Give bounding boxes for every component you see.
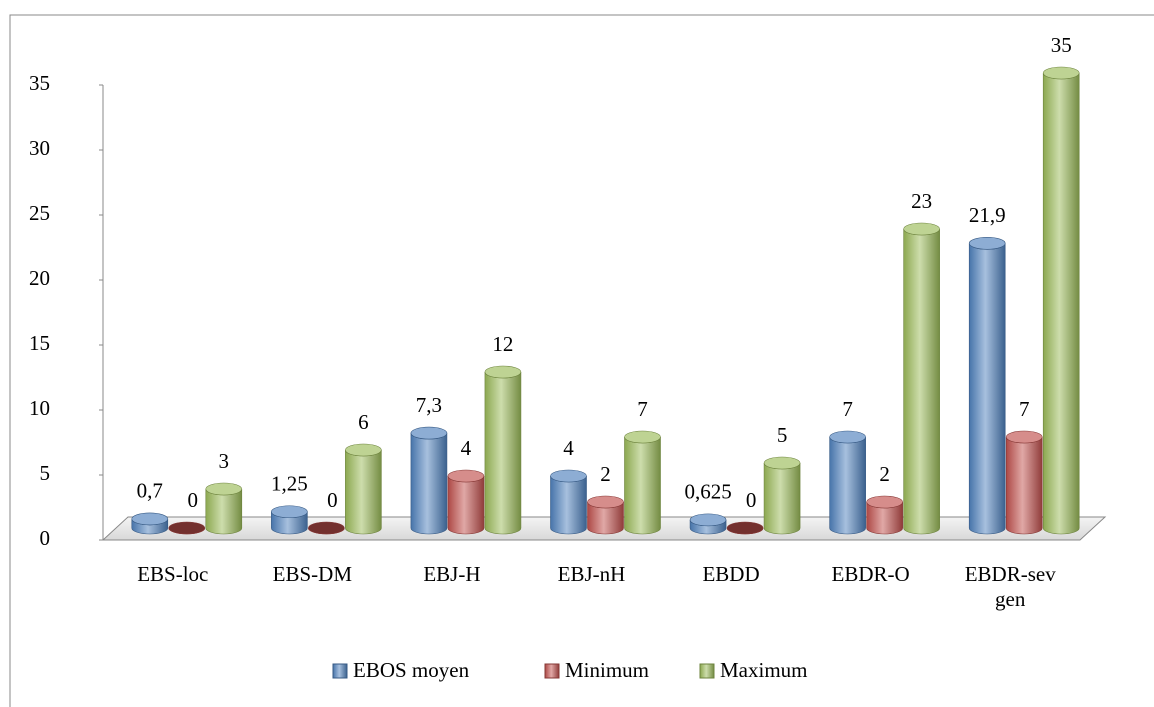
y-tick-label: 35 xyxy=(29,71,50,95)
bar-top xyxy=(968,237,1006,250)
x-tick-label: EBJ-nH xyxy=(557,562,626,586)
bar-top xyxy=(550,469,587,483)
data-label: 7 xyxy=(1019,397,1030,421)
bar xyxy=(903,228,940,535)
bar xyxy=(1005,436,1043,535)
bar xyxy=(1042,72,1080,535)
bar-top xyxy=(1042,66,1080,80)
bar-top xyxy=(205,482,243,496)
data-label: 1,25 xyxy=(271,472,308,496)
bar-top xyxy=(1005,430,1043,444)
bar-top xyxy=(168,521,206,535)
legend-label: Maximum xyxy=(720,658,808,682)
data-label: 7,3 xyxy=(416,393,442,417)
bar xyxy=(205,488,243,535)
data-label: 7 xyxy=(842,397,853,421)
legend-swatch xyxy=(332,663,348,679)
bar xyxy=(550,475,587,535)
data-label: 6 xyxy=(358,410,369,434)
bar-top xyxy=(484,365,522,379)
x-tick-label: EBDR-sev gen xyxy=(964,562,1056,611)
data-label: 0,625 xyxy=(684,480,731,504)
bar-top xyxy=(866,495,903,509)
x-tick-label: EBS-DM xyxy=(272,562,353,586)
y-tick-label: 30 xyxy=(29,136,50,160)
bar-top xyxy=(308,521,345,535)
bar xyxy=(345,449,382,535)
data-label: 4 xyxy=(563,436,574,460)
bar xyxy=(763,462,801,535)
bar xyxy=(829,436,866,535)
data-label: 0,7 xyxy=(137,479,163,503)
legend-swatch xyxy=(544,663,560,679)
y-tick-label: 20 xyxy=(29,266,50,290)
data-label: 35 xyxy=(1051,33,1072,57)
data-label: 0 xyxy=(327,488,338,512)
bar-top xyxy=(410,426,448,440)
bar-top xyxy=(689,513,727,527)
y-tick-label: 10 xyxy=(29,396,50,420)
bar-top xyxy=(131,512,169,526)
data-label: 23 xyxy=(911,189,932,213)
bar-top xyxy=(829,430,866,444)
bar-top xyxy=(903,222,940,236)
bar-top xyxy=(345,443,382,457)
data-label: 7 xyxy=(637,397,648,421)
data-label: 3 xyxy=(219,449,230,473)
x-tick-label: EBDR-O xyxy=(831,562,910,586)
legend-label: Minimum xyxy=(565,658,649,682)
x-tick-label: EBS-loc xyxy=(137,562,209,586)
data-label: 4 xyxy=(461,436,472,460)
data-label: 0 xyxy=(188,488,199,512)
x-tick-label: EBDD xyxy=(702,562,760,586)
data-label: 2 xyxy=(879,462,890,486)
bar xyxy=(624,436,661,535)
y-tick-label: 5 xyxy=(40,461,51,485)
legend-label: EBOS moyen xyxy=(353,658,470,682)
data-label: 2 xyxy=(600,462,611,486)
bar-top xyxy=(624,430,661,444)
y-tick-label: 25 xyxy=(29,201,50,225)
y-tick-label: 0 xyxy=(40,526,51,550)
legend-swatch xyxy=(699,663,715,679)
data-label: 21,9 xyxy=(969,203,1006,227)
y-tick-label: 15 xyxy=(29,331,50,355)
data-label: 5 xyxy=(777,423,788,447)
bar-top xyxy=(587,495,624,509)
data-label: 0 xyxy=(746,488,757,512)
bar-top xyxy=(447,469,485,483)
bar-top xyxy=(726,521,764,535)
bar xyxy=(447,475,485,535)
data-label: 12 xyxy=(492,332,513,356)
bar xyxy=(968,243,1006,535)
bar-top xyxy=(271,505,308,519)
bar xyxy=(484,371,522,535)
chart-frame xyxy=(9,14,1154,707)
x-tick-label: EBJ-H xyxy=(423,562,481,586)
bar-top xyxy=(763,456,801,470)
bar xyxy=(410,433,448,535)
